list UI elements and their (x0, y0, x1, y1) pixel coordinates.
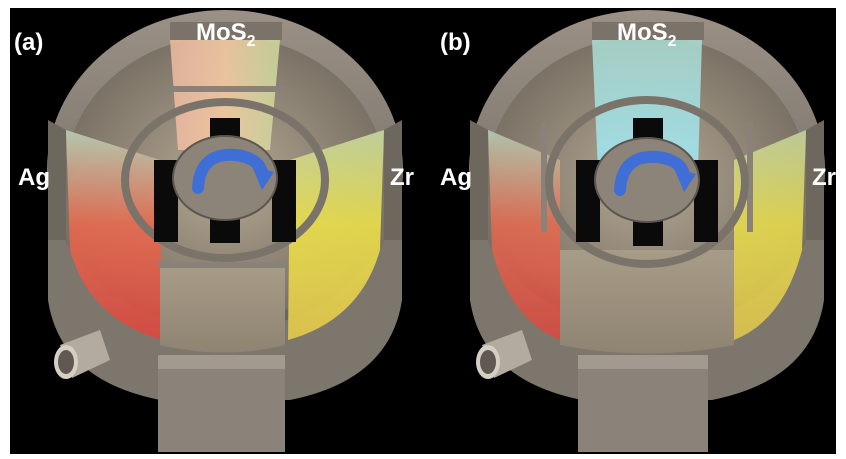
shutter-top (168, 86, 286, 92)
zr-plasma-glow (288, 130, 384, 340)
mos2-plasma-glow (592, 40, 702, 170)
shutter-bottom (158, 262, 286, 268)
front-block (578, 360, 708, 452)
clockwise-arrow-icon (192, 148, 274, 194)
target-label-mos2: MoS2 (617, 19, 677, 50)
target-zr-mount (806, 120, 824, 240)
target-label-ag: Ag (18, 164, 50, 191)
gas-inlet-pipe (54, 330, 110, 379)
panel-b: (b) MoS2 Ag Zr (440, 10, 836, 452)
target-ag-mount (470, 120, 488, 240)
front-block (158, 360, 285, 452)
chamber-floor (560, 250, 734, 354)
gas-inlet-pipe (476, 330, 532, 379)
shutter-right (747, 122, 753, 232)
clockwise-arrow-icon (614, 150, 696, 196)
target-label-zr: Zr (390, 164, 414, 191)
mos2-plasma-glow (170, 40, 280, 150)
panel-label: (b) (440, 29, 471, 56)
target-mos2-mount (170, 22, 282, 40)
target-label-ag: Ag (440, 164, 472, 191)
target-label-mos2: MoS2 (196, 19, 256, 50)
target-zr-mount (384, 120, 402, 240)
substrate-ring (121, 98, 329, 262)
ag-plasma-glow (66, 130, 162, 340)
shutter-left (541, 122, 547, 232)
panel-a: (a) MoS2 Ag Zr (14, 10, 414, 452)
target-mos2-mount (592, 22, 704, 40)
panel-label: (a) (14, 29, 43, 56)
chamber-floor (160, 265, 285, 353)
target-label-zr: Zr (812, 164, 836, 191)
target-ag-mount (48, 120, 66, 240)
substrate-ring (545, 96, 749, 268)
